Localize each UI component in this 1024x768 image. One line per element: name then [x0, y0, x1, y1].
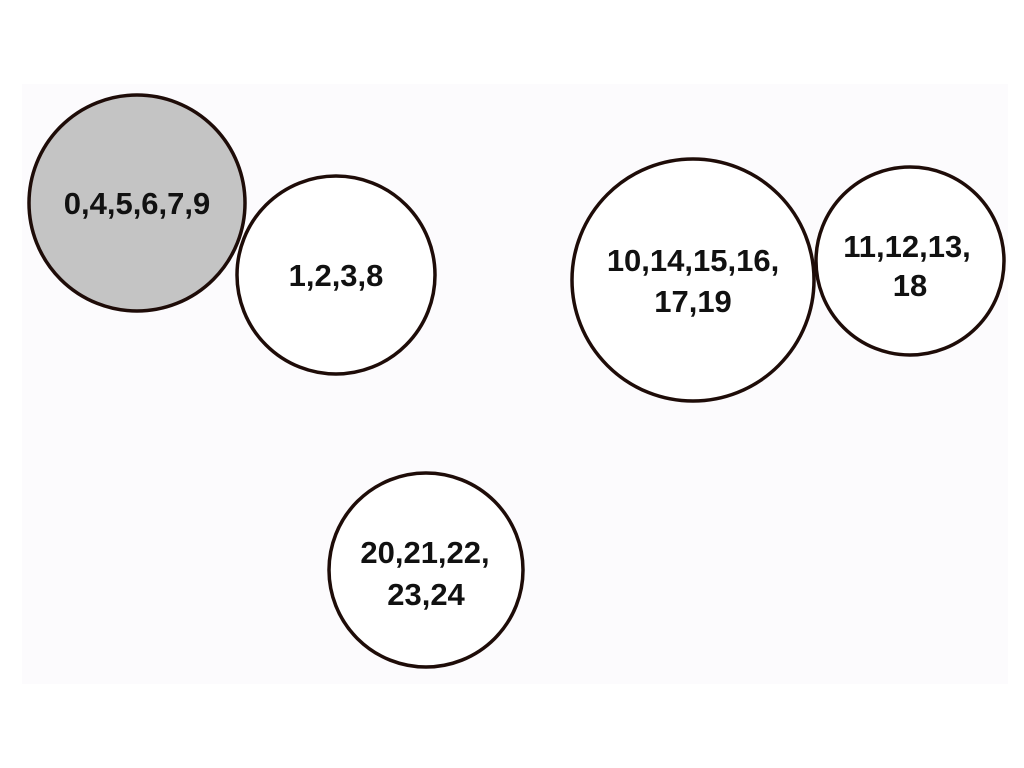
node-group-e-label-line-2: 23,24	[387, 577, 465, 612]
node-group-a: 0,4,5,6,7,9	[27, 93, 247, 313]
node-group-c-label-line-1: 10,14,15,16,	[607, 243, 779, 278]
node-group-b: 1,2,3,8	[235, 174, 437, 376]
node-group-d: 11,12,13, 18	[814, 165, 1006, 357]
node-group-d-circle	[814, 165, 1006, 357]
node-group-d-label-line-1: 11,12,13,	[843, 229, 971, 264]
node-group-a-circle	[27, 93, 247, 313]
node-group-c-label-line-2: 17,19	[654, 284, 732, 319]
node-group-c: 10,14,15,16, 17,19	[570, 157, 816, 403]
node-group-b-label: 1,2,3,8	[289, 258, 384, 293]
node-group-a-label: 0,4,5,6,7,9	[64, 186, 211, 221]
node-group-e-label-line-1: 20,21,22,	[360, 535, 489, 570]
node-group-e: 20,21,22, 23,24	[327, 471, 525, 669]
node-group-e-circle	[327, 471, 525, 669]
node-group-b-circle	[235, 174, 437, 376]
node-group-c-circle	[570, 157, 816, 403]
node-group-d-label-line-2: 18	[893, 268, 927, 303]
